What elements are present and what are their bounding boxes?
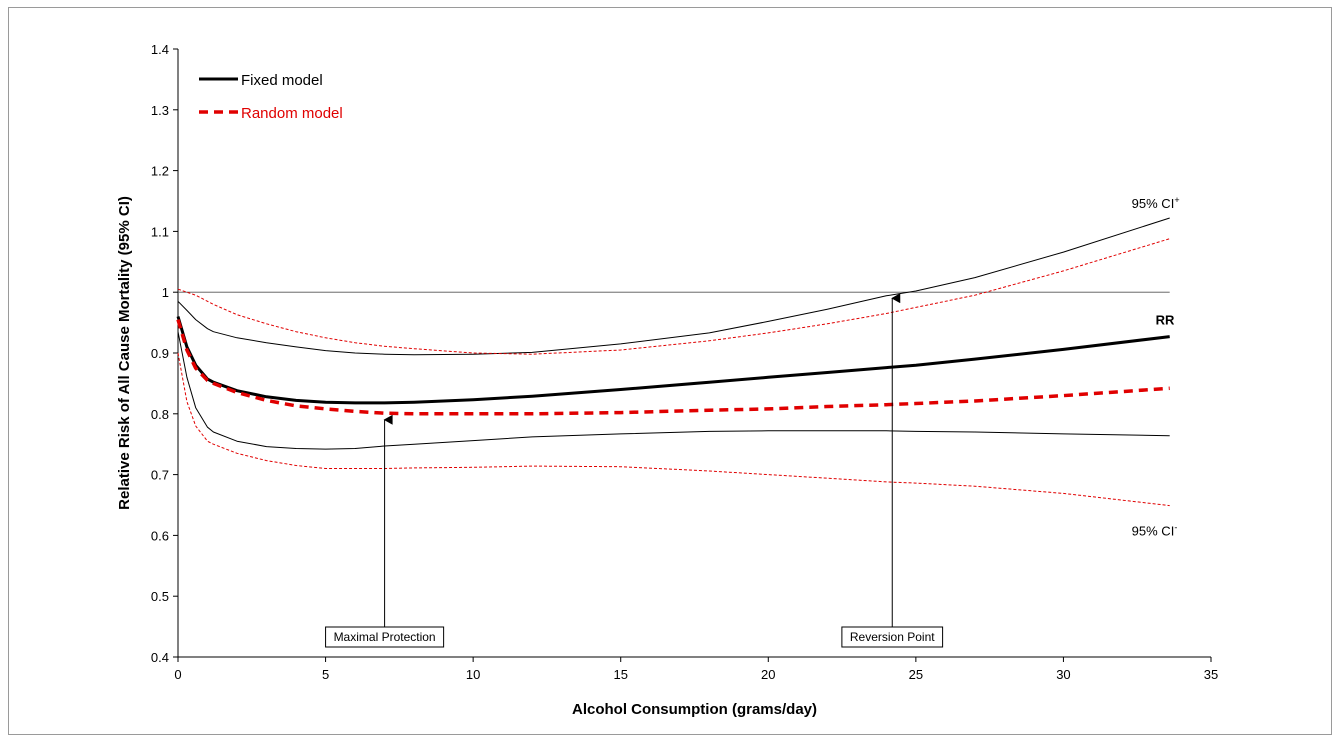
annotation-maximal-protection-box — [325, 626, 445, 648]
fixed-model-line — [176, 316, 1170, 405]
random-ci-upper-line — [177, 238, 1170, 355]
line-chart: 0.4 0.5 0.6 0.7 0.8 0.9 1 1.1 1.2 1.3 1.4 0 5 10 15 20 2… — [116, 42, 1218, 718]
y-tick-label: 1.1 — [151, 224, 169, 239]
annotation-reversion-point-box — [841, 626, 944, 648]
y-tick-label: 1.3 — [151, 103, 169, 118]
y-tick-label: 0.4 — [151, 650, 169, 665]
random-ci-lower-line — [177, 352, 1170, 507]
axes: 0.4 0.5 0.6 0.7 0.8 0.9 1 1.1 1.2 1.3 1.4 0 5 10 15 20 2… — [151, 42, 1218, 682]
x-tick-label: 35 — [1204, 667, 1218, 682]
x-tick-label: 15 — [613, 667, 627, 682]
x-tick-label: 30 — [1056, 667, 1070, 682]
y-tick-label: 0.9 — [151, 346, 169, 361]
fixed-ci-lower-line — [177, 331, 1170, 450]
ci-upper-sup: + — [1174, 195, 1179, 205]
y-tick-label: 0.8 — [151, 407, 169, 422]
x-tick-label: 20 — [761, 667, 775, 682]
x-tick-label: 25 — [909, 667, 923, 682]
annotation-reversion-point-label: Reversion Point — [850, 630, 935, 644]
ci-upper-label: 95% CI+ — [1132, 195, 1180, 211]
legend: Fixed model Random model — [199, 72, 343, 122]
ci-upper-text: 95% CI — [1132, 196, 1175, 211]
y-tick-label: 0.7 — [151, 468, 169, 483]
y-tick-label: 1.4 — [151, 42, 169, 57]
legend-label-random-model: Random model — [241, 105, 343, 122]
ci-lower-sup: - — [1174, 523, 1177, 533]
y-tick-label: 1 — [162, 285, 169, 300]
x-tick-label: 5 — [322, 667, 329, 682]
annotations: Maximal Protection Reversion Point — [325, 293, 944, 648]
x-axis-title: Alcohol Consumption (grams/day) — [572, 701, 817, 718]
x-tick-label: 10 — [466, 667, 480, 682]
y-tick-label: 0.5 — [151, 589, 169, 604]
ci-lower-text: 95% CI — [1132, 524, 1175, 539]
x-tick-label: 0 — [174, 667, 181, 682]
ci-lower-label: 95% CI- — [1132, 523, 1178, 539]
y-tick-label: 0.6 — [151, 528, 169, 543]
legend-label-fixed-model: Fixed model — [241, 72, 323, 89]
series-lines — [176, 217, 1170, 507]
fixed-ci-upper-line — [177, 217, 1170, 356]
rr-label: RR — [1156, 313, 1175, 328]
chart-frame: 0.4 0.5 0.6 0.7 0.8 0.9 1 1.1 1.2 1.3 1.4 0 5 10 15 20 2… — [8, 7, 1332, 735]
random-model-line — [176, 319, 1170, 416]
annotation-maximal-protection-label: Maximal Protection — [334, 630, 436, 644]
y-axis-title: Relative Risk of All Cause Mortality (95… — [116, 196, 133, 510]
y-tick-label: 1.2 — [151, 164, 169, 179]
